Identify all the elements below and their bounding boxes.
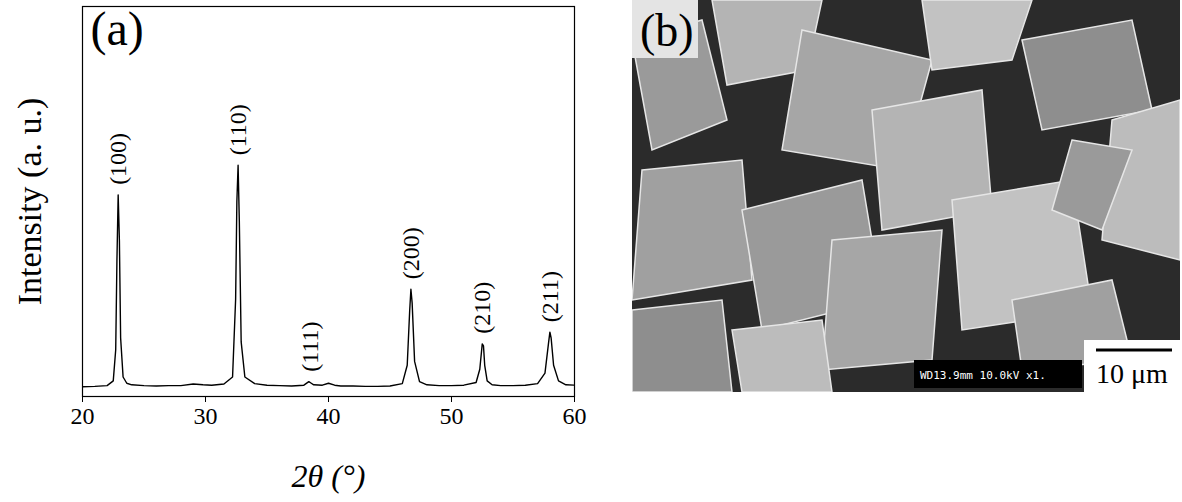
svg-text:(a): (a) — [91, 2, 144, 56]
svg-text:30: 30 — [194, 403, 218, 429]
svg-text:60: 60 — [563, 403, 587, 429]
svg-text:50: 50 — [440, 403, 464, 429]
svg-text:(210): (210) — [469, 282, 495, 334]
svg-text:(211): (211) — [537, 271, 563, 322]
svg-text:20: 20 — [71, 403, 95, 429]
svg-text:(100): (100) — [105, 133, 131, 185]
svg-text:10 μm: 10 μm — [1096, 358, 1168, 389]
svg-text:(200): (200) — [398, 227, 424, 279]
svg-text:(110): (110) — [225, 104, 251, 155]
svg-text:40: 40 — [317, 403, 341, 429]
svg-text:(111): (111) — [297, 321, 323, 371]
svg-text:(b): (b) — [640, 5, 694, 56]
svg-text:Intensity (a. u.): Intensity (a. u.) — [11, 98, 49, 306]
svg-text:2θ (°): 2θ (°) — [292, 458, 366, 494]
svg-text:WD13.9mm 10.0kV x1.: WD13.9mm 10.0kV x1. — [920, 369, 1046, 382]
